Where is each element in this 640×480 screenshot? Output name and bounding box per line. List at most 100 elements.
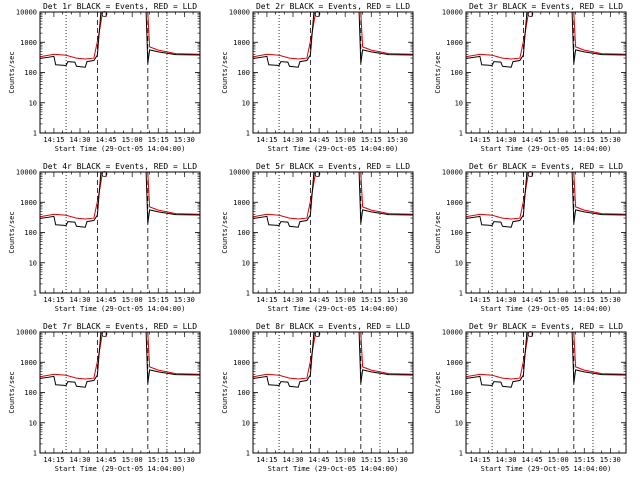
x-tick-label: 15:00 — [122, 296, 143, 304]
plot-frame — [465, 171, 627, 294]
y-tick-label: 100 — [24, 229, 37, 237]
y-tick-label: 1 — [246, 130, 250, 138]
y-tick-label: 10000 — [229, 329, 250, 337]
plot-frame — [39, 331, 201, 454]
panel-title: Det 1r BLACK = Events, RED = LLD — [43, 2, 197, 11]
plot-frame — [465, 11, 627, 134]
series-group — [466, 332, 626, 388]
x-axis-label: Start Time (29-Oct-05 14:04:00) — [268, 145, 399, 153]
y-tick-label: 1 — [33, 130, 37, 138]
y-tick-label: 10 — [29, 99, 37, 107]
y-tick-label: 10 — [29, 259, 37, 267]
y-tick-label: 10 — [242, 419, 250, 427]
panel-plot: Det 9r BLACK = Events, RED = LLD 1 10 100 10… — [434, 322, 627, 473]
x-tick-label: 15:15 — [361, 136, 382, 144]
series-group — [40, 172, 200, 228]
series-group — [253, 172, 413, 228]
panel-title: Det 9r BLACK = Events, RED = LLD — [469, 322, 623, 331]
y-tick-label: 10 — [455, 259, 463, 267]
x-tick-label: 14:45 — [309, 456, 330, 464]
x-tick-label: 15:30 — [387, 136, 408, 144]
panel-plot: Det 8r BLACK = Events, RED = LLD 1 10 100 10… — [221, 322, 414, 473]
detector-panel-7: Det 7r BLACK = Events, RED = LLD 1 10 100 10… — [0, 320, 210, 480]
y-axis-label: Counts/sec — [434, 51, 442, 93]
x-tick-label: 14:15 — [469, 136, 490, 144]
y-tick-label: 1 — [459, 130, 463, 138]
x-tick-label: 15:00 — [122, 456, 143, 464]
panel-plot: Det 1r BLACK = Events, RED = LLD 1 10 100 10… — [8, 2, 201, 153]
y-axis-label: Counts/sec — [434, 211, 442, 253]
y-tick-label: 10000 — [16, 329, 37, 337]
y-tick-label: 100 — [450, 229, 463, 237]
y-tick-label: 10000 — [442, 169, 463, 177]
y-tick-label: 1000 — [233, 359, 250, 367]
x-tick-label: 14:45 — [522, 136, 543, 144]
x-axis-label: Start Time (29-Oct-05 14:04:00) — [481, 145, 612, 153]
x-tick-label: 14:30 — [495, 456, 516, 464]
x-tick-label: 15:30 — [600, 456, 621, 464]
y-tick-label: 10 — [242, 99, 250, 107]
panel-title: Det 7r BLACK = Events, RED = LLD — [43, 322, 197, 331]
x-tick-label: 15:15 — [574, 136, 595, 144]
y-axis-label: Counts/sec — [8, 371, 16, 413]
detector-panel-4: Det 4r BLACK = Events, RED = LLD 1 10 100 10… — [0, 160, 210, 320]
y-tick-label: 1000 — [20, 199, 37, 207]
x-tick-label: 15:15 — [148, 136, 169, 144]
series-line-events — [40, 332, 200, 388]
x-tick-label: 14:45 — [96, 136, 117, 144]
y-axis-label: Counts/sec — [221, 51, 229, 93]
detector-panel-5: Det 5r BLACK = Events, RED = LLD 1 10 100 10… — [213, 160, 423, 320]
plot-frame — [252, 171, 414, 294]
panel-title: Det 3r BLACK = Events, RED = LLD — [469, 2, 623, 11]
x-tick-label: 15:00 — [335, 296, 356, 304]
x-tick-label: 14:30 — [282, 456, 303, 464]
panel-plot: Det 3r BLACK = Events, RED = LLD 1 10 100 10… — [434, 2, 627, 153]
y-tick-label: 1 — [246, 450, 250, 458]
x-tick-label: 15:30 — [387, 296, 408, 304]
y-tick-label: 10000 — [16, 9, 37, 17]
x-tick-label: 15:00 — [122, 136, 143, 144]
y-tick-label: 1 — [246, 290, 250, 298]
y-tick-label: 1 — [459, 290, 463, 298]
y-tick-label: 1 — [459, 450, 463, 458]
x-tick-label: 14:45 — [96, 296, 117, 304]
series-line-lld — [40, 12, 200, 60]
detector-panel-1: Det 1r BLACK = Events, RED = LLD 1 10 100 10… — [0, 0, 210, 160]
x-tick-label: 15:15 — [148, 456, 169, 464]
x-tick-label: 14:30 — [69, 296, 90, 304]
y-tick-label: 100 — [237, 389, 250, 397]
y-axis-label: Counts/sec — [221, 211, 229, 253]
y-tick-label: 10 — [455, 419, 463, 427]
x-tick-label: 14:45 — [522, 456, 543, 464]
x-tick-label: 15:00 — [548, 136, 569, 144]
panel-title: Det 2r BLACK = Events, RED = LLD — [256, 2, 410, 11]
y-tick-label: 1000 — [233, 39, 250, 47]
x-axis-label: Start Time (29-Oct-05 14:04:00) — [55, 305, 186, 313]
y-tick-label: 1 — [33, 450, 37, 458]
x-tick-label: 14:15 — [469, 456, 490, 464]
panel-title: Det 5r BLACK = Events, RED = LLD — [256, 162, 410, 171]
panel-plot: Det 6r BLACK = Events, RED = LLD 1 10 100 10… — [434, 162, 627, 313]
series-group — [40, 12, 200, 68]
x-tick-label: 14:45 — [522, 296, 543, 304]
x-tick-label: 15:15 — [361, 456, 382, 464]
x-axis-label: Start Time (29-Oct-05 14:04:00) — [268, 305, 399, 313]
plot-frame — [252, 331, 414, 454]
x-tick-label: 14:45 — [309, 296, 330, 304]
plot-frame — [39, 171, 201, 294]
y-axis-label: Counts/sec — [8, 211, 16, 253]
y-tick-label: 1000 — [20, 39, 37, 47]
panel-plot: Det 4r BLACK = Events, RED = LLD 1 10 100 10… — [8, 162, 201, 313]
y-axis-label: Counts/sec — [221, 371, 229, 413]
y-tick-label: 100 — [24, 69, 37, 77]
y-tick-label: 100 — [24, 389, 37, 397]
y-tick-label: 10 — [242, 259, 250, 267]
panel-plot: Det 2r BLACK = Events, RED = LLD 1 10 100 10… — [221, 2, 414, 153]
y-tick-label: 1000 — [20, 359, 37, 367]
x-tick-label: 15:00 — [548, 456, 569, 464]
series-group — [466, 12, 626, 68]
panel-title: Det 4r BLACK = Events, RED = LLD — [43, 162, 197, 171]
y-tick-label: 10000 — [229, 169, 250, 177]
x-tick-label: 14:15 — [43, 296, 64, 304]
